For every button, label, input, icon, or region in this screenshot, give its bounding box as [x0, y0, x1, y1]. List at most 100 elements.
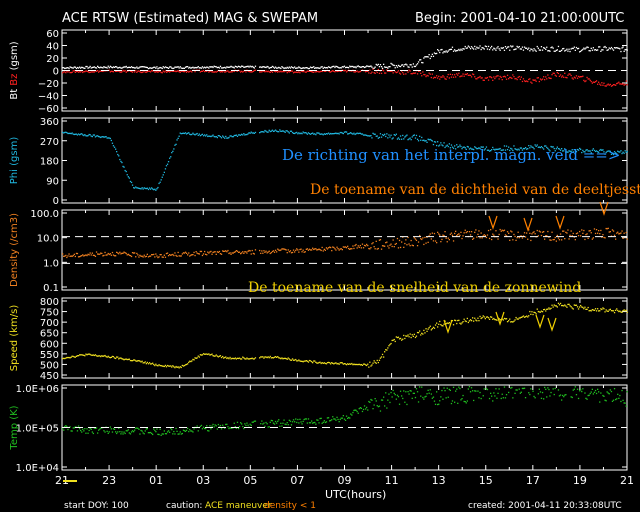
data-point: [283, 419, 285, 421]
data-point: [141, 66, 143, 68]
x-tick-label: 13: [432, 474, 446, 487]
data-point: [409, 64, 411, 66]
data-point: [283, 357, 285, 360]
data-point: [214, 424, 216, 426]
data-point: [214, 136, 216, 138]
data-point: [384, 405, 386, 407]
data-point: [558, 304, 561, 306]
data-point: [270, 419, 272, 422]
data-point: [375, 362, 377, 364]
data-point: [576, 48, 579, 50]
data-point: [144, 187, 146, 190]
data-point: [350, 363, 352, 365]
data-point: [586, 76, 588, 79]
data-point: [296, 131, 298, 134]
data-point: [445, 78, 447, 80]
data-point: [243, 66, 245, 68]
data-point: [458, 72, 460, 74]
data-point: [436, 52, 438, 55]
data-point: [231, 357, 233, 360]
data-point: [610, 46, 613, 49]
data-point: [264, 251, 266, 253]
data-point: [626, 84, 628, 86]
data-point: [446, 51, 448, 53]
data-point: [317, 419, 319, 421]
data-point: [85, 432, 87, 434]
y-axis-label-part: Bz: [9, 74, 20, 89]
data-point: [470, 387, 473, 389]
data-point: [564, 148, 566, 150]
data-point: [373, 133, 375, 135]
data-point: [236, 70, 239, 72]
data-point: [371, 71, 373, 73]
data-point: [411, 136, 413, 138]
data-point: [259, 357, 261, 359]
data-point: [69, 357, 71, 359]
data-point: [145, 66, 147, 68]
data-point: [350, 413, 352, 415]
data-point: [281, 357, 283, 359]
data-point: [157, 186, 159, 189]
data-point: [166, 252, 169, 254]
data-point: [603, 82, 605, 84]
data-point: [113, 146, 116, 148]
data-point: [408, 243, 410, 245]
series-bt: [62, 45, 628, 70]
data-point: [611, 229, 614, 231]
data-point: [599, 310, 601, 312]
data-point: [493, 317, 495, 320]
data-point: [363, 244, 366, 247]
data-point: [205, 135, 207, 137]
data-point: [390, 243, 392, 245]
data-point: [515, 316, 517, 319]
data-point: [520, 391, 522, 393]
data-point: [131, 360, 134, 362]
data-point: [251, 421, 253, 423]
data-point: [179, 66, 181, 68]
data-point: [151, 187, 153, 189]
data-point: [484, 45, 486, 47]
data-point: [412, 72, 414, 74]
data-point: [201, 133, 204, 135]
data-point: [329, 362, 331, 364]
data-point: [259, 66, 261, 68]
data-point: [262, 252, 264, 254]
data-point: [599, 233, 601, 235]
data-point: [444, 320, 446, 322]
data-point: [551, 231, 553, 233]
data-point: [521, 80, 524, 83]
data-point: [495, 388, 497, 390]
data-point: [514, 48, 516, 50]
data-point: [392, 239, 394, 241]
data-point: [371, 137, 373, 139]
x-axis-label: UTC(hours): [325, 488, 386, 501]
data-point: [107, 137, 109, 139]
data-point: [482, 146, 484, 148]
data-point: [376, 71, 378, 74]
density-annotation: De toename van de dichtheid van de deelt…: [310, 182, 640, 198]
data-point: [428, 327, 430, 329]
data-point: [404, 64, 406, 66]
data-point: [115, 357, 117, 360]
data-point: [533, 79, 535, 81]
data-point: [87, 353, 89, 355]
data-point: [202, 426, 205, 428]
data-point: [396, 66, 399, 68]
data-point: [408, 336, 410, 338]
data-point: [363, 66, 366, 69]
data-point: [340, 70, 342, 72]
data-point: [97, 355, 99, 357]
data-point: [486, 149, 489, 151]
data-point: [321, 362, 323, 364]
data-point: [340, 248, 342, 250]
data-point: [455, 50, 457, 52]
data-point: [570, 230, 572, 232]
data-point: [491, 45, 493, 48]
data-point: [225, 250, 227, 252]
data-point: [230, 427, 232, 429]
data-point: [495, 148, 497, 150]
data-point: [344, 66, 347, 69]
data-point: [579, 76, 581, 78]
data-point: [494, 77, 496, 80]
